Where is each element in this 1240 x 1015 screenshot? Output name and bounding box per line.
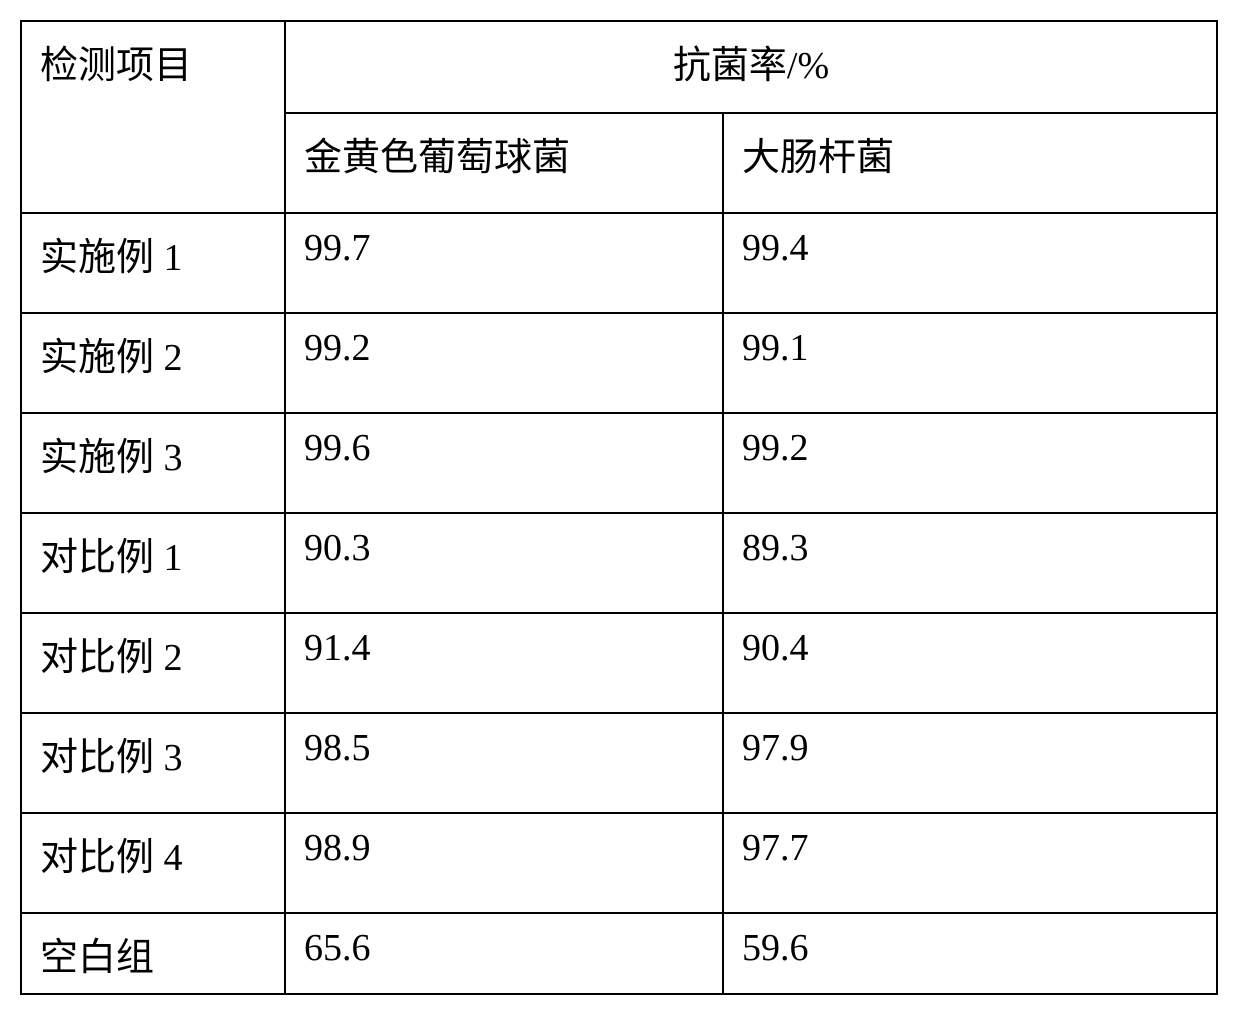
row-value-1: 99.7 bbox=[285, 213, 723, 313]
row-label: 对比例 2 bbox=[21, 613, 285, 713]
row-value-2: 89.3 bbox=[723, 513, 1217, 613]
row-value-2: 97.7 bbox=[723, 813, 1217, 913]
header-row-1: 检测项目 抗菌率/% bbox=[21, 21, 1217, 113]
header-staph-aureus: 金黄色葡萄球菌 bbox=[285, 113, 723, 213]
header-test-item: 检测项目 bbox=[21, 21, 285, 213]
table-row: 对比例 3 98.5 97.9 bbox=[21, 713, 1217, 813]
header-ecoli: 大肠杆菌 bbox=[723, 113, 1217, 213]
row-label: 空白组 bbox=[21, 913, 285, 994]
row-label: 实施例 2 bbox=[21, 313, 285, 413]
table-row: 实施例 3 99.6 99.2 bbox=[21, 413, 1217, 513]
data-table: 检测项目 抗菌率/% 金黄色葡萄球菌 大肠杆菌 实施例 1 99.7 99.4 … bbox=[20, 20, 1218, 995]
row-value-1: 98.5 bbox=[285, 713, 723, 813]
row-label: 对比例 1 bbox=[21, 513, 285, 613]
row-value-2: 99.2 bbox=[723, 413, 1217, 513]
row-value-1: 99.6 bbox=[285, 413, 723, 513]
row-value-2: 97.9 bbox=[723, 713, 1217, 813]
header-antibacterial-rate: 抗菌率/% bbox=[285, 21, 1217, 113]
row-label: 对比例 3 bbox=[21, 713, 285, 813]
table-row: 对比例 2 91.4 90.4 bbox=[21, 613, 1217, 713]
row-value-1: 98.9 bbox=[285, 813, 723, 913]
row-value-1: 91.4 bbox=[285, 613, 723, 713]
table-row: 实施例 2 99.2 99.1 bbox=[21, 313, 1217, 413]
table-row: 实施例 1 99.7 99.4 bbox=[21, 213, 1217, 313]
row-label: 对比例 4 bbox=[21, 813, 285, 913]
row-value-1: 90.3 bbox=[285, 513, 723, 613]
row-value-2: 99.1 bbox=[723, 313, 1217, 413]
row-value-2: 99.4 bbox=[723, 213, 1217, 313]
row-value-2: 90.4 bbox=[723, 613, 1217, 713]
row-label: 实施例 3 bbox=[21, 413, 285, 513]
row-value-1: 99.2 bbox=[285, 313, 723, 413]
table-row: 对比例 1 90.3 89.3 bbox=[21, 513, 1217, 613]
row-value-2: 59.6 bbox=[723, 913, 1217, 994]
row-value-1: 65.6 bbox=[285, 913, 723, 994]
table-row: 对比例 4 98.9 97.7 bbox=[21, 813, 1217, 913]
table-row: 空白组 65.6 59.6 bbox=[21, 913, 1217, 994]
row-label: 实施例 1 bbox=[21, 213, 285, 313]
